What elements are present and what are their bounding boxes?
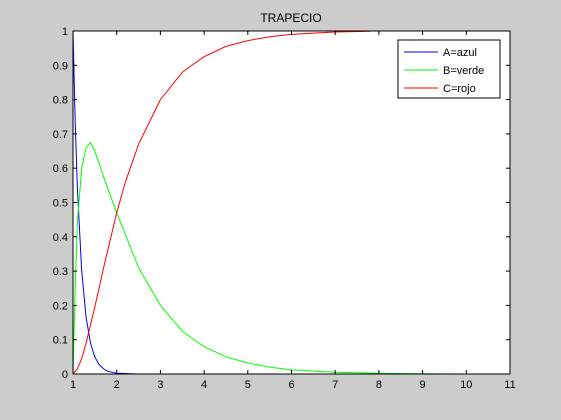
y-tick-label: 0.9	[53, 60, 68, 72]
y-tick-label: 0.8	[53, 95, 68, 107]
x-tick-label: 1	[70, 379, 76, 391]
x-tick-label: 7	[332, 379, 338, 391]
legend-label-1: A=azul	[443, 47, 477, 59]
legend-label-2: B=verde	[443, 65, 484, 77]
x-tick-label: 5	[245, 379, 251, 391]
legend-label-3: C=rojo	[443, 83, 476, 95]
y-axis-ticks: 0 0.1 0.2 0.3 0.4 0.5 0.6 0.7 0.8 0.9 1	[53, 26, 510, 381]
x-tick-label: 10	[460, 379, 472, 391]
y-tick-label: 0.6	[53, 163, 68, 175]
x-tick-label: 4	[201, 379, 207, 391]
y-tick-label: 0.5	[53, 198, 68, 210]
chart-title: TRAPECIO	[260, 11, 321, 25]
x-tick-label: 11	[504, 379, 515, 391]
y-tick-label: 0.4	[53, 232, 68, 244]
x-tick-label: 8	[376, 379, 382, 391]
legend: A=azul B=verde C=rojo	[397, 39, 501, 99]
y-tick-label: 0.3	[53, 266, 68, 278]
series-line-2	[72, 141, 467, 375]
x-tick-label: 3	[157, 379, 163, 391]
y-tick-label: 1	[62, 26, 68, 38]
x-axis-ticks: 1 2 3 4 5 6 7 8 9 10 11	[70, 31, 516, 391]
y-tick-label: 0.1	[53, 335, 68, 347]
x-tick-label: 9	[420, 379, 426, 391]
y-tick-label: 0.2	[53, 300, 68, 312]
y-tick-label: 0.7	[53, 129, 68, 141]
x-tick-label: 6	[288, 379, 294, 391]
x-tick-label: 2	[114, 379, 120, 391]
y-tick-label: 0	[62, 369, 68, 381]
